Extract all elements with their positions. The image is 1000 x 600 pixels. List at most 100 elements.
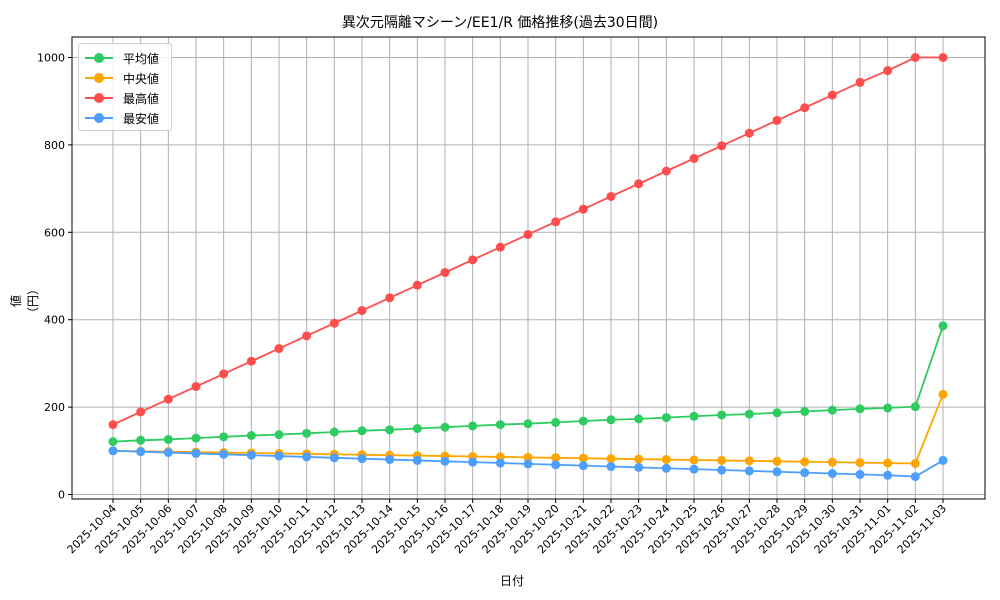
data-point [274, 451, 284, 461]
legend-marker-average [94, 53, 104, 63]
data-point [800, 103, 810, 113]
data-point [163, 394, 173, 404]
y-tick-label: 400 [44, 314, 65, 327]
data-point [634, 414, 644, 424]
data-point [883, 458, 893, 468]
data-point [938, 321, 948, 331]
legend-item-min: 最安値 [85, 108, 169, 128]
data-point [634, 179, 644, 189]
x-axis-label: 日付 [500, 574, 525, 588]
y-tick-label: 800 [44, 139, 65, 152]
data-point [938, 389, 948, 399]
data-point [661, 463, 671, 473]
data-point [246, 450, 256, 460]
data-point [495, 458, 505, 468]
data-point [412, 455, 422, 465]
x-axis-ticks: 2025-10-042025-10-052025-10-062025-10-07… [65, 499, 949, 556]
data-point [744, 409, 754, 419]
data-point [883, 403, 893, 413]
data-point [385, 293, 395, 303]
data-point [136, 435, 146, 445]
legend-item-average: 平均値 [85, 48, 169, 68]
data-point [246, 431, 256, 441]
data-point [938, 53, 948, 62]
data-point [385, 455, 395, 465]
legend-marker-max [94, 93, 104, 103]
data-point [717, 141, 727, 151]
data-point [661, 413, 671, 423]
data-point [827, 90, 837, 100]
gridlines [72, 37, 985, 499]
data-point [551, 460, 561, 470]
data-point [329, 427, 339, 437]
data-point [661, 455, 671, 465]
data-point [108, 420, 118, 430]
data-point [551, 217, 561, 227]
data-point [357, 454, 367, 464]
data-point [827, 457, 837, 467]
data-point [855, 469, 865, 479]
data-point [329, 318, 339, 328]
data-point [274, 344, 284, 354]
data-point [163, 434, 173, 444]
data-point [855, 458, 865, 468]
data-point [468, 421, 478, 431]
data-point [385, 425, 395, 435]
data-point [440, 422, 450, 432]
data-point [523, 229, 533, 239]
data-point [412, 424, 422, 434]
data-point [772, 115, 782, 125]
data-point [578, 416, 588, 426]
legend: 平均値 中央値 最高値 最安値 [78, 43, 172, 131]
data-point [495, 420, 505, 430]
data-point [468, 457, 478, 467]
data-point [191, 433, 201, 443]
data-point [717, 465, 727, 475]
data-point [578, 453, 588, 463]
data-point [800, 406, 810, 416]
data-point [551, 417, 561, 427]
data-point [440, 456, 450, 466]
y-axis-ticks: 0 200 400 600 800 1000 [37, 52, 72, 502]
chart-title: 異次元隔離マシーン/EE1/R 価格推移(過去30日間) [341, 15, 659, 31]
data-point [191, 382, 201, 392]
data-point [744, 456, 754, 466]
data-point [191, 448, 201, 458]
data-point [523, 419, 533, 429]
data-point [412, 280, 422, 290]
data-point [634, 454, 644, 464]
data-point [634, 462, 644, 472]
data-point [108, 446, 118, 456]
data-point [744, 466, 754, 476]
data-point [523, 459, 533, 469]
data-point [772, 408, 782, 418]
y-tick-label: 1000 [37, 52, 65, 65]
legend-marker-min [94, 113, 104, 123]
data-point [551, 453, 561, 463]
data-point [938, 455, 948, 465]
legend-label-min: 最安値 [123, 112, 160, 126]
data-point [689, 464, 699, 474]
data-point [910, 53, 920, 62]
data-point [689, 411, 699, 421]
data-point [744, 128, 754, 138]
data-point [717, 455, 727, 465]
data-point [661, 166, 671, 176]
legend-label-median: 中央値 [123, 72, 160, 86]
data-point [274, 430, 284, 440]
y-tick-label: 200 [44, 401, 65, 414]
data-point [219, 432, 229, 442]
data-point [219, 449, 229, 459]
legend-label-average: 平均値 [123, 52, 160, 66]
data-point [219, 369, 229, 379]
data-point [468, 255, 478, 265]
data-point [357, 426, 367, 436]
data-point [246, 356, 256, 366]
data-point [329, 453, 339, 463]
data-point [855, 404, 865, 414]
data-point [163, 448, 173, 458]
data-point [440, 268, 450, 278]
legend-item-median: 中央値 [85, 68, 169, 88]
data-point [717, 410, 727, 420]
